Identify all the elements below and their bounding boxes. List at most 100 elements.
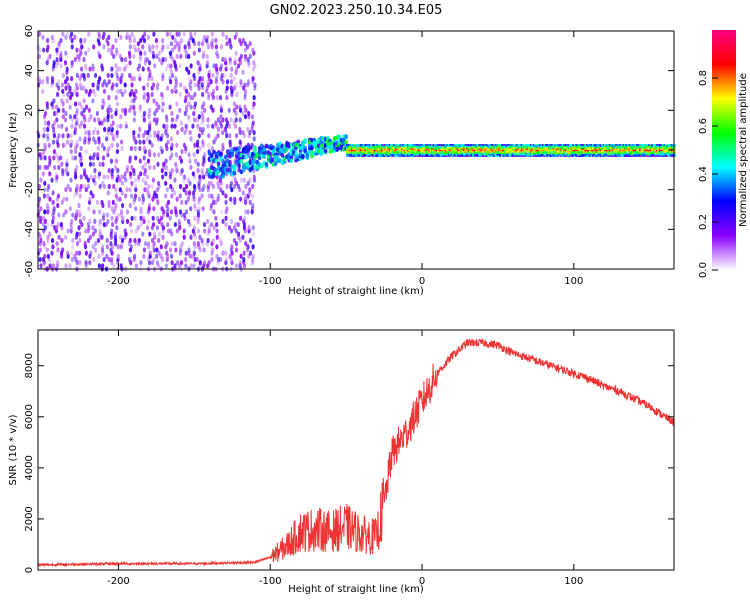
heatmap-cell (633, 149, 635, 152)
heatmap-cell (98, 209, 102, 215)
heatmap-cell (625, 149, 628, 152)
heatmap-cell (610, 153, 612, 156)
heatmap-cell (152, 152, 157, 158)
heatmap-cell (425, 145, 427, 148)
heatmap-cell (50, 177, 54, 183)
y-tick-label: 20 (24, 104, 35, 117)
heatmap-cell (412, 153, 415, 156)
heatmap-cell (584, 148, 587, 150)
heatmap-cell (648, 146, 650, 149)
heatmap-cell (394, 152, 397, 155)
heatmap-cell (639, 148, 641, 150)
heatmap-cell (449, 151, 451, 153)
heatmap-cell (221, 142, 225, 148)
heatmap-cell (246, 126, 250, 132)
heatmap-cell (347, 153, 350, 156)
heatmap-cell (182, 31, 186, 37)
heatmap-cell (458, 155, 461, 157)
heatmap-cell (232, 170, 237, 176)
heatmap-cell (544, 151, 547, 153)
heatmap-cell (378, 148, 380, 150)
heatmap-cell (114, 95, 118, 101)
heatmap-cell (305, 154, 310, 160)
heatmap-cell (563, 153, 565, 156)
heatmap-cell (110, 221, 115, 228)
heatmap-cell (368, 149, 371, 152)
heatmap-cell (400, 145, 403, 148)
heatmap-cell (160, 91, 164, 98)
heatmap-cell (629, 152, 632, 155)
heatmap-cell (466, 144, 468, 146)
heatmap-cell (579, 152, 582, 155)
heatmap-cell (633, 145, 635, 148)
heatmap-cell (491, 149, 494, 152)
heatmap-cell (164, 66, 168, 72)
heatmap-cell (289, 158, 294, 164)
heatmap-cell (578, 145, 580, 148)
heatmap-cell (532, 146, 535, 149)
heatmap-cell (364, 151, 366, 153)
heatmap-cell (359, 145, 362, 148)
heatmap-cell (179, 244, 183, 250)
heatmap-cell (192, 250, 196, 256)
heatmap-cell (523, 151, 526, 153)
heatmap-cell (347, 149, 350, 152)
heatmap-cell (390, 145, 392, 148)
heatmap-cell (206, 82, 211, 88)
heatmap-cell (79, 66, 84, 72)
heatmap-cell (221, 190, 225, 196)
heatmap-cell (508, 149, 511, 152)
heatmap-cell (273, 161, 278, 167)
heatmap-cell (92, 152, 96, 158)
heatmap-cell (362, 153, 365, 156)
heatmap-cell (648, 151, 650, 153)
heatmap-cell (365, 153, 368, 156)
heatmap-cell (119, 34, 123, 40)
heatmap-cell (361, 145, 363, 148)
heatmap-cell (64, 126, 69, 132)
heatmap-cell (526, 152, 529, 155)
heatmap-cell (610, 146, 612, 149)
heatmap-cell (585, 148, 588, 150)
heatmap-cell (645, 152, 647, 155)
heatmap-cell (207, 72, 211, 79)
heatmap-cell (620, 152, 623, 155)
heatmap-cell (544, 149, 547, 152)
heatmap-cell (393, 149, 395, 152)
heatmap-cell (51, 139, 56, 145)
heatmap-cell (210, 145, 214, 152)
heatmap-cell (248, 41, 252, 47)
heatmap-cell (481, 155, 483, 157)
heatmap-cell (633, 152, 635, 155)
heatmap-cell (446, 145, 448, 148)
heatmap-cell (466, 151, 468, 153)
heatmap-cell (350, 153, 353, 156)
heatmap-cell (192, 72, 196, 79)
heatmap-cell (446, 146, 448, 149)
heatmap-cell (68, 263, 72, 269)
heatmap-cell (105, 253, 109, 259)
heatmap-cell (590, 152, 593, 155)
heatmap-cell (496, 146, 499, 149)
heatmap-cell (592, 149, 594, 152)
heatmap-cell (551, 152, 553, 155)
heatmap-cell (56, 193, 61, 199)
heatmap-cell (399, 144, 401, 146)
heatmap-cell (370, 148, 373, 150)
heatmap-cell (461, 144, 464, 146)
heatmap-cell (65, 250, 70, 256)
heatmap-cell (579, 153, 582, 156)
heatmap-cell (91, 66, 95, 72)
heatmap-cell (532, 155, 535, 157)
heatmap-cell (613, 145, 615, 148)
heatmap-cell (201, 206, 205, 212)
heatmap-cell (507, 149, 509, 152)
heatmap-cell (616, 144, 618, 146)
heatmap-cell (667, 144, 670, 146)
heatmap-cell (432, 153, 435, 156)
heatmap-cell (444, 148, 447, 150)
heatmap-cell (409, 148, 412, 150)
heatmap-cell (370, 149, 373, 152)
heatmap-cell (503, 152, 506, 155)
heatmap-cell (636, 152, 638, 155)
